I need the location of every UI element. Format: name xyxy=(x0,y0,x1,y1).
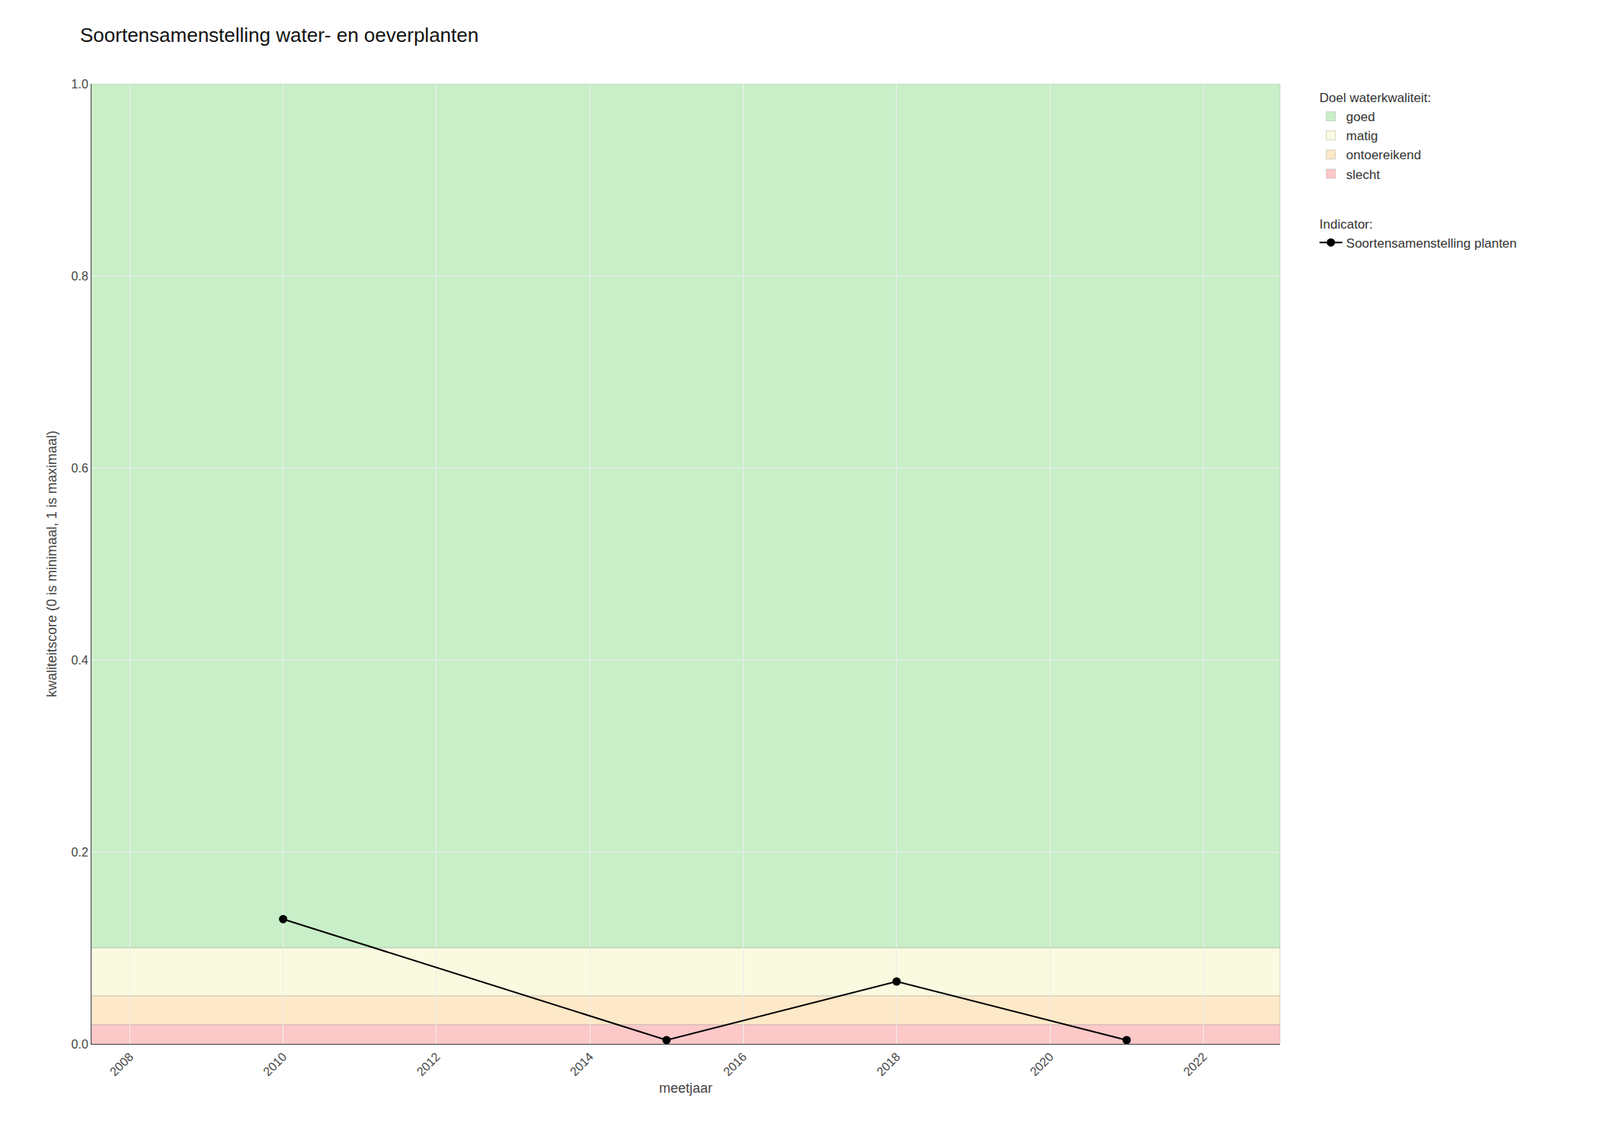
svg-text:1.0: 1.0 xyxy=(71,77,89,91)
svg-text:matig: matig xyxy=(1346,128,1379,144)
svg-text:2020: 2020 xyxy=(1027,1049,1056,1079)
svg-text:goed: goed xyxy=(1346,109,1376,125)
svg-text:Indicator:: Indicator: xyxy=(1319,217,1373,232)
svg-text:2018: 2018 xyxy=(873,1049,903,1079)
svg-text:2010: 2010 xyxy=(260,1049,289,1079)
svg-text:Doel waterkwaliteit:: Doel waterkwaliteit: xyxy=(1319,90,1431,106)
svg-text:2008: 2008 xyxy=(107,1049,136,1079)
svg-text:0.0: 0.0 xyxy=(71,1037,89,1051)
svg-text:2014: 2014 xyxy=(567,1049,596,1079)
svg-text:Soortensamenstelling planten: Soortensamenstelling planten xyxy=(1346,236,1517,251)
svg-text:0.8: 0.8 xyxy=(71,269,89,283)
svg-text:0.6: 0.6 xyxy=(71,461,89,475)
svg-text:slecht: slecht xyxy=(1346,167,1381,183)
svg-text:meetjaar: meetjaar xyxy=(659,1080,713,1096)
svg-text:0.4: 0.4 xyxy=(71,653,89,667)
svg-text:2012: 2012 xyxy=(413,1049,442,1079)
svg-text:2022: 2022 xyxy=(1180,1049,1210,1079)
svg-text:Soortensamenstelling water- en: Soortensamenstelling water- en oeverplan… xyxy=(80,23,479,47)
svg-text:2016: 2016 xyxy=(720,1049,749,1079)
svg-text:ontoereikend: ontoereikend xyxy=(1346,147,1421,163)
svg-text:0.2: 0.2 xyxy=(71,845,89,859)
svg-text:kwaliteitscore (0 is minimaal,: kwaliteitscore (0 is minimaal, 1 is maxi… xyxy=(44,430,60,698)
